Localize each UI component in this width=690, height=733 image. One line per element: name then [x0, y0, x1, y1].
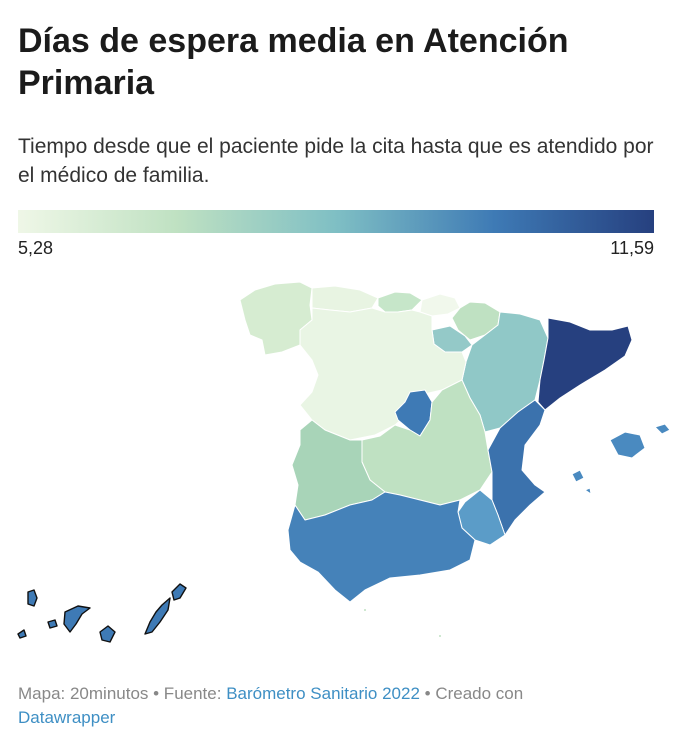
region-canarias-tenerife[interactable] — [63, 605, 91, 633]
region-melilla[interactable] — [438, 634, 442, 638]
footer-middle: • Creado con — [419, 684, 524, 703]
footer-prefix: Mapa: 20minutos • Fuente: — [18, 684, 227, 703]
region-cataluna[interactable] — [537, 317, 633, 411]
region-baleares-menorca[interactable] — [654, 423, 671, 435]
region-valenciana[interactable] — [487, 399, 546, 536]
legend-min-label: 5,28 — [18, 238, 54, 258]
region-canarias-la-palma[interactable] — [27, 589, 38, 607]
region-baleares-mallorca[interactable] — [609, 431, 646, 459]
map-subtitle: Tiempo desde que el paciente pide la cit… — [18, 135, 654, 187]
datawrapper-link[interactable]: Datawrapper — [18, 708, 116, 727]
region-asturias[interactable] — [311, 285, 379, 313]
choropleth-map — [17, 281, 671, 643]
region-murcia[interactable] — [457, 489, 506, 546]
region-canarias-el-hierro[interactable] — [17, 629, 27, 639]
region-canarias-lanzarote[interactable] — [171, 583, 187, 601]
color-legend-bar — [18, 210, 654, 233]
region-baleares-ibiza[interactable] — [571, 469, 585, 483]
region-canarias-fuerteventura[interactable] — [144, 597, 171, 635]
legend-max-label: 11,59 — [610, 238, 654, 258]
map-title: Días de espera media en Atención Primari… — [18, 22, 569, 102]
region-pais-vasco[interactable] — [419, 293, 461, 317]
region-aragon[interactable] — [461, 311, 549, 433]
region-canarias-gran-canaria[interactable] — [99, 625, 116, 643]
region-canarias-la-gomera[interactable] — [47, 619, 58, 629]
region-cantabria[interactable] — [377, 291, 423, 313]
source-link[interactable]: Barómetro Sanitario 2022 — [226, 684, 420, 703]
region-ceuta[interactable] — [363, 608, 367, 612]
region-baleares-formentera[interactable] — [584, 487, 592, 495]
map-footer: Mapa: 20minutos • Fuente: Barómetro Sani… — [18, 682, 668, 730]
region-andalucia[interactable] — [287, 491, 476, 603]
